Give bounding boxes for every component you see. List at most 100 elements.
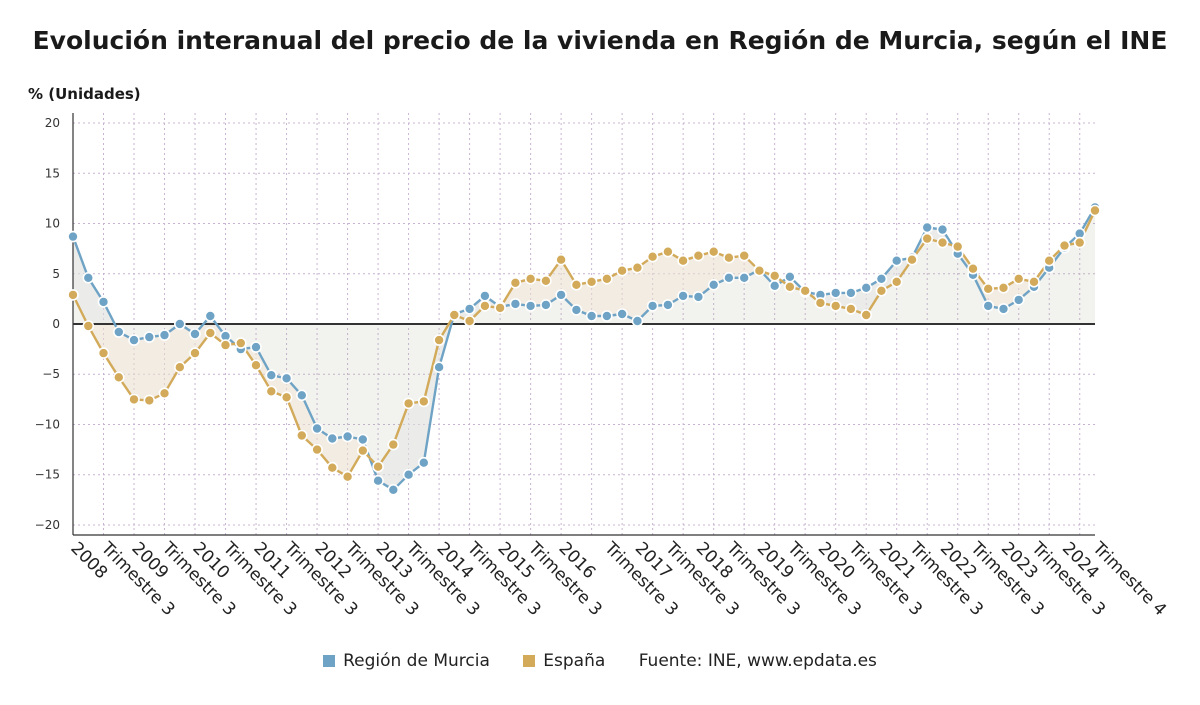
legend: Región de Murcia España Fuente: INE, www… <box>0 651 1200 671</box>
legend-swatch-espana <box>523 655 536 667</box>
legend-item-murcia[interactable]: Región de Murcia <box>323 651 490 671</box>
point-murcia <box>479 290 491 302</box>
point-murcia <box>585 310 598 322</box>
point-espana <box>97 347 110 359</box>
point-murcia <box>860 281 873 294</box>
point-espana <box>509 276 522 289</box>
point-espana <box>997 281 1010 294</box>
point-murcia <box>97 296 110 308</box>
point-espana <box>143 394 156 407</box>
point-espana <box>1058 239 1071 252</box>
point-espana <box>463 315 476 327</box>
point-espana <box>936 236 949 249</box>
y-tick-label: 15 <box>45 166 60 180</box>
source-note: Fuente: INE, www.epdata.es <box>638 651 877 671</box>
legend-label-murcia: Región de Murcia <box>343 651 490 671</box>
legend-item-espana[interactable]: España <box>523 651 605 671</box>
point-murcia <box>326 432 339 445</box>
point-espana <box>906 253 918 266</box>
point-espana <box>189 347 201 359</box>
point-espana <box>662 245 674 258</box>
y-tick-label: −5 <box>42 367 60 381</box>
point-espana <box>540 274 552 287</box>
point-espana <box>417 395 430 408</box>
point-espana <box>814 297 827 309</box>
point-murcia <box>601 310 613 322</box>
point-murcia <box>738 271 751 284</box>
point-murcia <box>356 433 369 446</box>
point-espana <box>372 460 384 473</box>
point-espana <box>723 251 735 264</box>
point-murcia <box>387 483 400 496</box>
point-murcia <box>311 422 323 435</box>
point-murcia <box>875 272 888 285</box>
y-tick-label: −20 <box>35 518 60 532</box>
point-espana <box>646 250 659 263</box>
point-espana <box>784 280 796 293</box>
point-murcia <box>280 372 293 385</box>
y-tick-label: 5 <box>52 267 60 281</box>
point-espana <box>951 240 964 253</box>
point-murcia <box>1012 294 1025 306</box>
point-espana <box>494 302 506 314</box>
point-murcia <box>250 341 262 353</box>
point-murcia <box>707 278 720 291</box>
point-espana <box>585 275 598 288</box>
series-points <box>67 201 1101 496</box>
point-murcia <box>189 328 201 340</box>
point-murcia <box>158 329 171 341</box>
point-murcia <box>646 300 659 312</box>
point-murcia <box>692 291 705 303</box>
point-espana <box>219 339 232 351</box>
series-fill-areas <box>73 207 1095 490</box>
point-espana <box>402 397 415 410</box>
point-murcia <box>433 361 445 374</box>
y-tick-label: 10 <box>45 217 60 231</box>
point-espana <box>677 254 689 267</box>
point-espana <box>1012 272 1025 285</box>
point-murcia <box>524 300 537 312</box>
point-espana <box>387 438 400 451</box>
point-espana <box>174 361 186 374</box>
point-espana <box>235 337 247 349</box>
point-murcia <box>204 310 217 322</box>
point-murcia <box>402 468 415 481</box>
point-murcia <box>982 300 995 312</box>
point-murcia <box>784 270 796 283</box>
point-espana <box>479 300 491 312</box>
y-tick-label: 0 <box>52 317 60 331</box>
point-espana <box>1043 254 1055 267</box>
point-espana <box>356 444 369 457</box>
point-murcia <box>662 299 674 311</box>
point-murcia <box>372 474 384 487</box>
point-espana <box>1089 204 1101 217</box>
point-espana <box>601 272 613 285</box>
point-espana <box>616 264 628 277</box>
point-espana <box>1073 236 1086 249</box>
point-espana <box>295 429 308 442</box>
point-espana <box>128 393 140 406</box>
point-espana <box>555 253 567 266</box>
point-espana <box>341 470 354 483</box>
point-espana <box>753 264 766 277</box>
point-murcia <box>463 303 476 315</box>
y-tick-label: −10 <box>35 417 60 431</box>
point-espana <box>250 359 262 372</box>
point-murcia <box>829 287 842 299</box>
point-murcia <box>341 430 354 443</box>
point-espana <box>860 309 873 321</box>
point-murcia <box>509 298 522 310</box>
point-espana <box>799 284 812 297</box>
point-murcia <box>295 389 308 402</box>
point-espana <box>875 284 888 297</box>
y-tick-label: −15 <box>35 468 60 482</box>
area-espana <box>73 210 1095 477</box>
point-murcia <box>631 315 644 327</box>
area-murcia <box>73 207 1095 490</box>
point-espana <box>768 269 781 282</box>
point-murcia <box>417 456 430 469</box>
point-espana <box>829 300 842 312</box>
point-murcia <box>890 254 903 267</box>
point-murcia <box>555 289 567 301</box>
